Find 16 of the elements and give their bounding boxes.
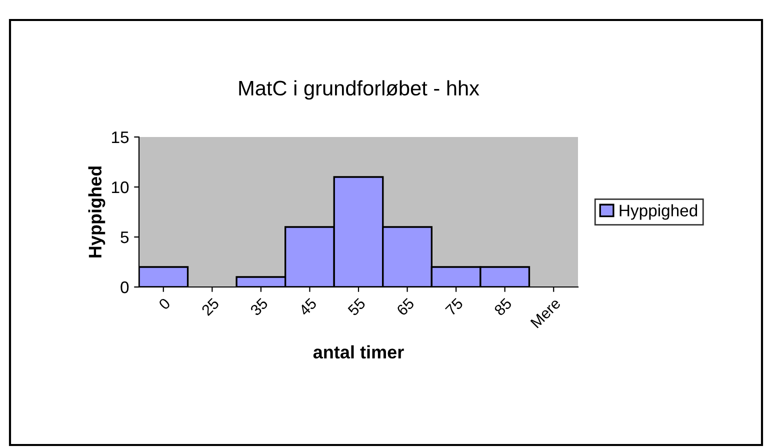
y-tick-label: 0 (120, 281, 129, 294)
y-tick-label: 15 (112, 132, 129, 144)
y-tick-label: 10 (112, 181, 129, 194)
x-tick-label: 35 (250, 297, 268, 316)
x-tick-label: 85 (494, 297, 512, 316)
x-tick-label: 55 (347, 298, 366, 316)
legend-label: Hyppighed (620, 204, 698, 220)
x-tick-label: 75 (444, 298, 464, 316)
y-tick-label: 5 (120, 232, 129, 244)
x-tick-label: 0 (158, 297, 171, 310)
x-tick-label: 45 (298, 298, 318, 316)
x-tick-label: 25 (200, 297, 220, 316)
chart-title: MatC i grundforløbet - hhx (239, 80, 480, 100)
x-tick-label: 65 (396, 297, 415, 316)
y-axis-title: Hyppighed (88, 166, 106, 258)
x-axis-title: antal timer (313, 345, 404, 359)
